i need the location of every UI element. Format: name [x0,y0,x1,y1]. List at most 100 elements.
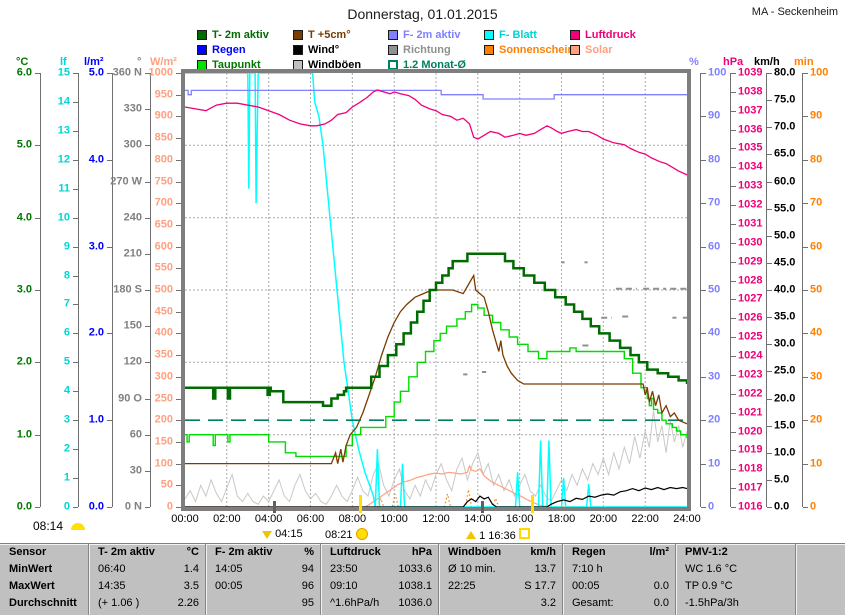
series-luftdruck [185,89,687,176]
legend-swatch-icon [570,30,580,40]
table-header-unit: hPa [411,546,432,558]
axis-tick-dir [145,507,150,508]
table-cell-info: 7:10 h [572,563,603,575]
table-header-row: T- 2m aktiv °C [89,544,206,561]
series-taupunkt [185,303,687,458]
axis-tick-kmh [767,127,772,129]
axis-tick-min [803,246,808,248]
table-header-unit: °C [186,546,199,558]
x-axis-label: 14:00 [464,513,492,525]
axis-tick-lf [73,101,78,103]
axis-tick-lf [73,73,78,74]
axis-tick-kmh [767,371,772,373]
axis-label-lf: 10 [57,211,70,224]
table-column-empty [795,544,845,615]
axis-label-pct: 70 [708,196,721,209]
legend-item-regen: Regen [197,44,246,57]
axis-label-temp: 6.0 [16,66,32,79]
axis-tick-dir [145,434,150,436]
time-badge: 08:14 [33,519,86,533]
table-column-sensor: SensorMinWertMaxWertDurchschnitt01.01. 2… [0,544,88,615]
axis-tick-lf [73,391,78,393]
axis-tick-hpa [731,186,736,188]
table-cell-value: 3.2 [540,597,556,609]
axis-tick-hpa [731,223,736,225]
axis-tick-dir [145,398,150,400]
x-axis-label: 12:00 [422,513,450,525]
axis-label-rain: 4.0 [88,153,104,166]
table-cell-value: 1033.6 [398,563,432,575]
axis-tick-wm2 [176,268,181,270]
axis-label-pct: 40 [708,326,721,339]
table-header-label: T- 2m aktiv [98,546,155,558]
axis-label-hpa: 1023 [738,368,763,381]
table-row: 14:05 94 [206,561,321,578]
axis-line-temp [40,73,41,507]
axis-label-dir: 330 [123,102,142,115]
table-header-label: Luftdruck [330,546,381,558]
axis-tick-hpa [731,412,736,414]
table-row: 23:50 1033.6 [321,561,439,578]
axis-label-dir: 90 O [118,392,142,404]
x-axis-label: 00:00 [171,513,199,525]
axis-label-rain: 0.0 [88,500,104,513]
axis-label-rain: 1.0 [88,413,104,426]
axis-tick-pct [701,203,706,205]
axis-tick-wm2 [176,398,181,400]
table-cell-info: Ø 10 min. [448,563,496,575]
table-column-pmv-1-2: PMV-1:2WC 1.6 °CTP 0.9 °C-1.5hPa/3h-0.6h… [675,544,796,615]
axis-tick-hpa [731,167,736,169]
axis-tick-lf [73,159,78,161]
axis-tick-hpa [731,450,736,452]
axis-tick-lf [73,449,78,451]
table-row: 09:10 1038.1 [321,578,439,595]
axis-label-lf: 4 [63,384,70,397]
axis-label-dir: 30 [129,464,142,477]
axis-tick-min [803,376,808,378]
axis-label-wm2: 450 [154,305,173,318]
axis-tick-dir [145,217,150,219]
axis-label-hpa: 1028 [738,274,763,287]
legend-label: Regen [212,44,246,56]
axis-tick-hpa [731,469,736,471]
legend-label: 1.2 Monat-Ø [403,59,466,71]
axis-label-hpa: 1026 [738,311,763,324]
legend-label: F- Blatt [499,29,537,41]
axis-tick-wm2 [176,181,181,183]
axis-tick-min [803,116,808,118]
axis-label-rain: 5.0 [88,66,104,79]
axis-label-wm2: 200 [154,413,173,426]
axis-tick-lf [73,333,78,335]
axis-label-lf: 2 [63,442,70,455]
legend-label: T- 2m aktiv [212,29,269,41]
table-header-row: PMV-1:2 [676,544,796,561]
x-axis-label: 20:00 [589,513,618,525]
axis-label-min: 40 [810,326,823,339]
table-row: 06:40 1.4 [89,561,206,578]
axis-tick-temp [35,362,40,364]
x-axis-label: 18:00 [547,513,576,525]
table-row: 95 [206,595,321,612]
legend-label: Taupunkt [212,59,261,71]
axis-tick-wm2 [176,116,181,118]
axis-tick-lf [73,304,78,306]
axis-label-temp: 0.0 [16,500,32,513]
axis-tick-temp [35,434,40,436]
legend-swatch-icon [293,45,303,55]
legend-label: Solar [585,44,613,56]
axis-tick-min [803,463,808,465]
axis-label-lf: 0 [63,500,70,513]
table-row: Ø 10 min. 13.7 [439,561,563,578]
legend-label: Sonnenschein [499,44,575,56]
axis-label-wm2: 650 [154,218,173,231]
axis-label-temp: 5.0 [16,138,32,151]
axis-tick-kmh [767,100,772,102]
moon-event-marker [481,501,485,513]
table-header-row: Regen l/m² [563,544,676,561]
axis-line-min [802,73,803,507]
table-cell-value: 2.26 [177,597,199,609]
axis-title-temp: °C [16,56,29,68]
legend-swatch-icon [388,45,398,55]
